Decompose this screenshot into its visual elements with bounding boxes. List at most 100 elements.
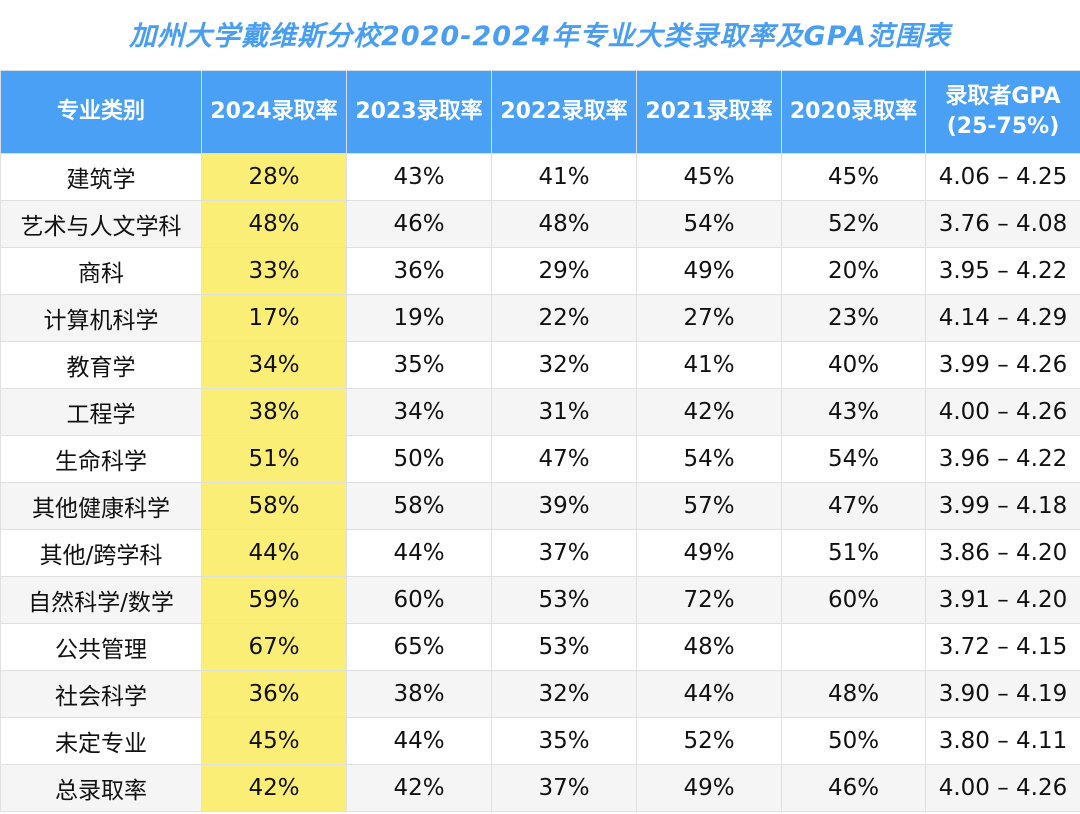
cell-rate-2020: 40%: [781, 341, 926, 389]
cell-rate-2023: 38%: [346, 670, 492, 718]
cell-rate-2022: 31%: [491, 388, 637, 436]
cell-rate-2022: 35%: [491, 717, 637, 765]
cell-rate-2024: 45%: [201, 717, 347, 765]
table-row: 其他健康科学 58% 58% 39% 57% 47% 3.99 – 4.18: [0, 482, 1080, 530]
table-row: 其他/跨学科 44% 44% 37% 49% 51% 3.86 – 4.20: [0, 529, 1080, 577]
cell-rate-2023: 42%: [346, 764, 492, 812]
cell-rate-2021: 42%: [636, 388, 782, 436]
table-row: 商科 33% 36% 29% 49% 20% 3.95 – 4.22: [0, 247, 1080, 295]
cell-major: 建筑学: [0, 153, 202, 201]
cell-rate-2022: 47%: [491, 435, 637, 483]
cell-rate-2021: 54%: [636, 200, 782, 248]
cell-rate-2023: 58%: [346, 482, 492, 530]
cell-rate-2020: [781, 623, 926, 671]
cell-rate-2023: 34%: [346, 388, 492, 436]
cell-major: 计算机科学: [0, 294, 202, 342]
cell-rate-2022: 29%: [491, 247, 637, 295]
header-2024: 2024录取率: [201, 70, 347, 154]
admission-table: 专业类别 2024录取率 2023录取率 2022录取率 2021录取率 202…: [0, 70, 1080, 812]
cell-rate-2022: 22%: [491, 294, 637, 342]
cell-rate-2024: 42%: [201, 764, 347, 812]
cell-gpa-range: 3.99 – 4.18: [925, 482, 1080, 530]
cell-rate-2021: 27%: [636, 294, 782, 342]
cell-rate-2020: 52%: [781, 200, 926, 248]
cell-rate-2020: 20%: [781, 247, 926, 295]
cell-major: 自然科学/数学: [0, 576, 202, 624]
header-2023: 2023录取率: [346, 70, 492, 154]
cell-rate-2023: 43%: [346, 153, 492, 201]
cell-rate-2022: 39%: [491, 482, 637, 530]
cell-rate-2024: 48%: [201, 200, 347, 248]
cell-rate-2024: 58%: [201, 482, 347, 530]
table-row: 建筑学 28% 43% 41% 45% 45% 4.06 – 4.25: [0, 153, 1080, 201]
table-row: 计算机科学 17% 19% 22% 27% 23% 4.14 – 4.29: [0, 294, 1080, 342]
table-row: 公共管理 67% 65% 53% 48% 3.72 – 4.15: [0, 623, 1080, 671]
cell-major: 其他健康科学: [0, 482, 202, 530]
cell-major: 公共管理: [0, 623, 202, 671]
cell-rate-2021: 41%: [636, 341, 782, 389]
cell-rate-2020: 45%: [781, 153, 926, 201]
cell-gpa-range: 3.72 – 4.15: [925, 623, 1080, 671]
cell-rate-2022: 53%: [491, 623, 637, 671]
cell-rate-2020: 46%: [781, 764, 926, 812]
table-row: 自然科学/数学 59% 60% 53% 72% 60% 3.91 – 4.20: [0, 576, 1080, 624]
cell-rate-2023: 60%: [346, 576, 492, 624]
cell-rate-2021: 52%: [636, 717, 782, 765]
cell-gpa-range: 3.86 – 4.20: [925, 529, 1080, 577]
cell-rate-2024: 51%: [201, 435, 347, 483]
cell-gpa-range: 4.14 – 4.29: [925, 294, 1080, 342]
cell-major: 商科: [0, 247, 202, 295]
table-row: 总录取率 42% 42% 37% 49% 46% 4.00 – 4.26: [0, 764, 1080, 812]
cell-rate-2021: 44%: [636, 670, 782, 718]
cell-gpa-range: 3.99 – 4.26: [925, 341, 1080, 389]
cell-rate-2023: 44%: [346, 529, 492, 577]
cell-major: 生命科学: [0, 435, 202, 483]
table-row: 未定专业 45% 44% 35% 52% 50% 3.80 – 4.11: [0, 717, 1080, 765]
cell-rate-2022: 32%: [491, 670, 637, 718]
cell-major: 总录取率: [0, 764, 202, 812]
cell-gpa-range: 3.96 – 4.22: [925, 435, 1080, 483]
cell-rate-2024: 38%: [201, 388, 347, 436]
cell-rate-2020: 23%: [781, 294, 926, 342]
cell-rate-2022: 37%: [491, 529, 637, 577]
cell-gpa-range: 4.00 – 4.26: [925, 764, 1080, 812]
cell-rate-2020: 47%: [781, 482, 926, 530]
cell-rate-2021: 49%: [636, 247, 782, 295]
cell-rate-2021: 49%: [636, 529, 782, 577]
cell-rate-2021: 72%: [636, 576, 782, 624]
table-row: 艺术与人文学科 48% 46% 48% 54% 52% 3.76 – 4.08: [0, 200, 1080, 248]
cell-rate-2024: 34%: [201, 341, 347, 389]
cell-gpa-range: 3.76 – 4.08: [925, 200, 1080, 248]
cell-rate-2021: 48%: [636, 623, 782, 671]
cell-rate-2024: 44%: [201, 529, 347, 577]
cell-rate-2024: 36%: [201, 670, 347, 718]
cell-major: 艺术与人文学科: [0, 200, 202, 248]
header-major: 专业类别: [0, 70, 202, 154]
cell-rate-2023: 36%: [346, 247, 492, 295]
cell-rate-2023: 46%: [346, 200, 492, 248]
table-row: 教育学 34% 35% 32% 41% 40% 3.99 – 4.26: [0, 341, 1080, 389]
cell-rate-2020: 54%: [781, 435, 926, 483]
cell-gpa-range: 4.00 – 4.26: [925, 388, 1080, 436]
header-gpa-line1: 录取者GPA: [945, 84, 1061, 109]
header-2020: 2020录取率: [781, 70, 926, 154]
table-row: 生命科学 51% 50% 47% 54% 54% 3.96 – 4.22: [0, 435, 1080, 483]
cell-major: 工程学: [0, 388, 202, 436]
cell-rate-2024: 59%: [201, 576, 347, 624]
cell-gpa-range: 3.95 – 4.22: [925, 247, 1080, 295]
cell-rate-2024: 67%: [201, 623, 347, 671]
cell-rate-2020: 48%: [781, 670, 926, 718]
table-row: 社会科学 36% 38% 32% 44% 48% 3.90 – 4.19: [0, 670, 1080, 718]
header-2022: 2022录取率: [491, 70, 637, 154]
cell-rate-2021: 54%: [636, 435, 782, 483]
cell-rate-2023: 44%: [346, 717, 492, 765]
cell-rate-2020: 50%: [781, 717, 926, 765]
cell-rate-2024: 33%: [201, 247, 347, 295]
header-gpa: 录取者GPA (25-75%): [925, 70, 1080, 154]
cell-major: 教育学: [0, 341, 202, 389]
cell-rate-2022: 48%: [491, 200, 637, 248]
cell-rate-2023: 65%: [346, 623, 492, 671]
cell-gpa-range: 3.91 – 4.20: [925, 576, 1080, 624]
cell-rate-2021: 49%: [636, 764, 782, 812]
table-title: 加州大学戴维斯分校2020-2024年专业大类录取率及GPA范围表: [129, 21, 951, 52]
